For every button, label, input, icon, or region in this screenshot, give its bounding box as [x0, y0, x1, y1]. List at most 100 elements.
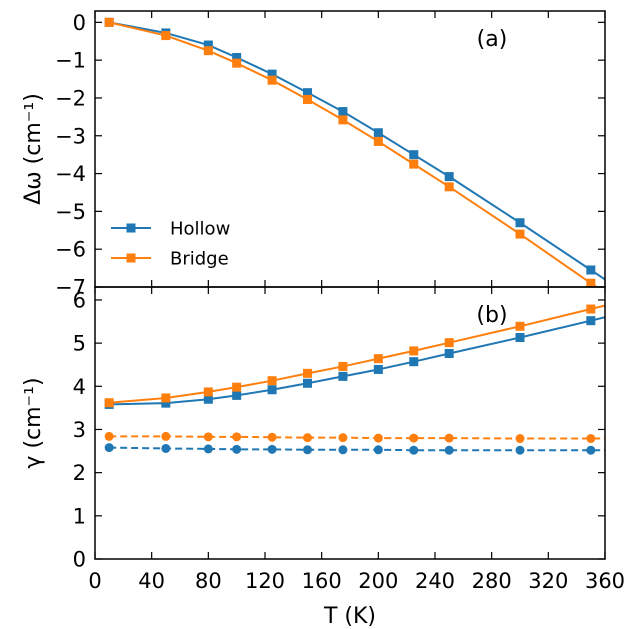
- data-point: [409, 357, 419, 367]
- series-3: [104, 431, 605, 444]
- panel-b-gamma: 0 40 80 120 160 200 240 280 320 360 0 1 2 3 4 5 6 (b) γ (c…: [21, 286, 625, 629]
- data-point: [515, 321, 525, 331]
- x-tick-label: 280: [472, 569, 512, 593]
- plot-frame: [94, 10, 606, 288]
- data-point: [409, 433, 419, 443]
- y-tick-label: 0: [73, 11, 86, 35]
- data-point: [373, 445, 383, 455]
- data-point: [444, 445, 454, 455]
- data-point: [409, 150, 419, 160]
- series-1: [104, 17, 599, 287]
- data-point: [586, 316, 596, 326]
- data-point: [515, 333, 525, 343]
- x-tick-label: 120: [245, 569, 285, 593]
- y-tick-label: −6: [55, 238, 86, 262]
- y-tick-label: −7: [55, 276, 86, 300]
- data-point: [267, 385, 277, 395]
- data-point: [373, 128, 383, 138]
- data-point: [515, 229, 525, 239]
- legend-marker: [126, 253, 136, 263]
- data-point: [232, 444, 242, 454]
- panel-label: (a): [477, 27, 508, 52]
- data-point: [338, 433, 348, 443]
- x-axis-label: T (K): [323, 604, 376, 629]
- data-point: [303, 445, 312, 455]
- data-point: [267, 376, 277, 386]
- data-point: [338, 371, 348, 381]
- series-line-0: [109, 316, 605, 406]
- y-axis-label: γ (cm⁻¹): [21, 377, 46, 468]
- data-point: [303, 368, 312, 378]
- panel-label: (b): [476, 303, 507, 328]
- data-point: [203, 40, 213, 50]
- data-point: [303, 94, 312, 104]
- y-tick-label: 5: [73, 332, 86, 356]
- y-tick-label: −4: [55, 162, 86, 186]
- data-point: [338, 445, 348, 455]
- data-point: [373, 354, 383, 364]
- data-point: [586, 445, 596, 455]
- data-point: [338, 115, 348, 125]
- data-point: [232, 53, 242, 63]
- legend-label: Hollow: [170, 219, 230, 240]
- data-point: [586, 434, 596, 444]
- data-point: [267, 432, 277, 442]
- data-point: [586, 278, 596, 287]
- series-line-1: [109, 304, 605, 404]
- y-tick-label: 1: [73, 504, 86, 528]
- data-point: [203, 387, 213, 397]
- x-tick-label: 0: [88, 569, 101, 593]
- data-point: [232, 382, 242, 392]
- data-point: [409, 346, 419, 356]
- data-point: [586, 265, 596, 275]
- data-point: [161, 31, 171, 41]
- data-point: [373, 364, 383, 374]
- data-point: [338, 361, 348, 371]
- legend: Hollow Bridge: [111, 219, 230, 270]
- x-tick-label: 80: [195, 569, 222, 593]
- x-tick-label: 320: [528, 569, 568, 593]
- data-point: [303, 88, 312, 98]
- data-point: [444, 433, 454, 443]
- data-point: [586, 304, 596, 314]
- series-line-3: [109, 435, 605, 440]
- data-point: [232, 432, 242, 442]
- data-point: [161, 431, 171, 441]
- data-point: [104, 398, 114, 408]
- data-point: [161, 393, 171, 403]
- data-point: [203, 394, 213, 404]
- data-point: [303, 433, 312, 443]
- series-line-2: [109, 446, 605, 452]
- panel-a-delta-omega: 0 −1 −2 −3 −4 −5 −6 −7 (a) Δω (cm⁻¹) Hollow Bridge: [21, 10, 606, 300]
- legend-marker: [126, 223, 136, 233]
- data-point: [267, 444, 277, 454]
- y-tick-label: 6: [73, 288, 86, 312]
- x-tick-label: 200: [358, 569, 398, 593]
- y-tick-label: −3: [55, 124, 86, 148]
- data-point: [232, 58, 242, 68]
- data-point: [409, 159, 419, 169]
- y-axis-label: Δω (cm⁻¹): [21, 93, 46, 205]
- y-tick-label: −5: [55, 200, 86, 224]
- data-point: [444, 348, 454, 358]
- y-tick-label: 2: [73, 461, 86, 485]
- data-point: [203, 46, 213, 56]
- data-point: [267, 75, 277, 85]
- data-point: [338, 107, 348, 117]
- data-point: [104, 431, 114, 441]
- data-point: [303, 378, 312, 388]
- y-tick-label: −1: [55, 49, 86, 73]
- plot-frame: [94, 286, 606, 560]
- y-tick-label: 0: [73, 548, 86, 572]
- data-point: [161, 443, 171, 453]
- data-point: [409, 445, 419, 455]
- x-tick-label: 360: [585, 569, 625, 593]
- data-point: [203, 444, 213, 454]
- data-point: [203, 432, 213, 442]
- data-point: [373, 433, 383, 443]
- data-point: [444, 338, 454, 348]
- x-tick-label: 160: [302, 569, 342, 593]
- data-point: [104, 17, 114, 27]
- legend-label: Bridge: [170, 249, 229, 270]
